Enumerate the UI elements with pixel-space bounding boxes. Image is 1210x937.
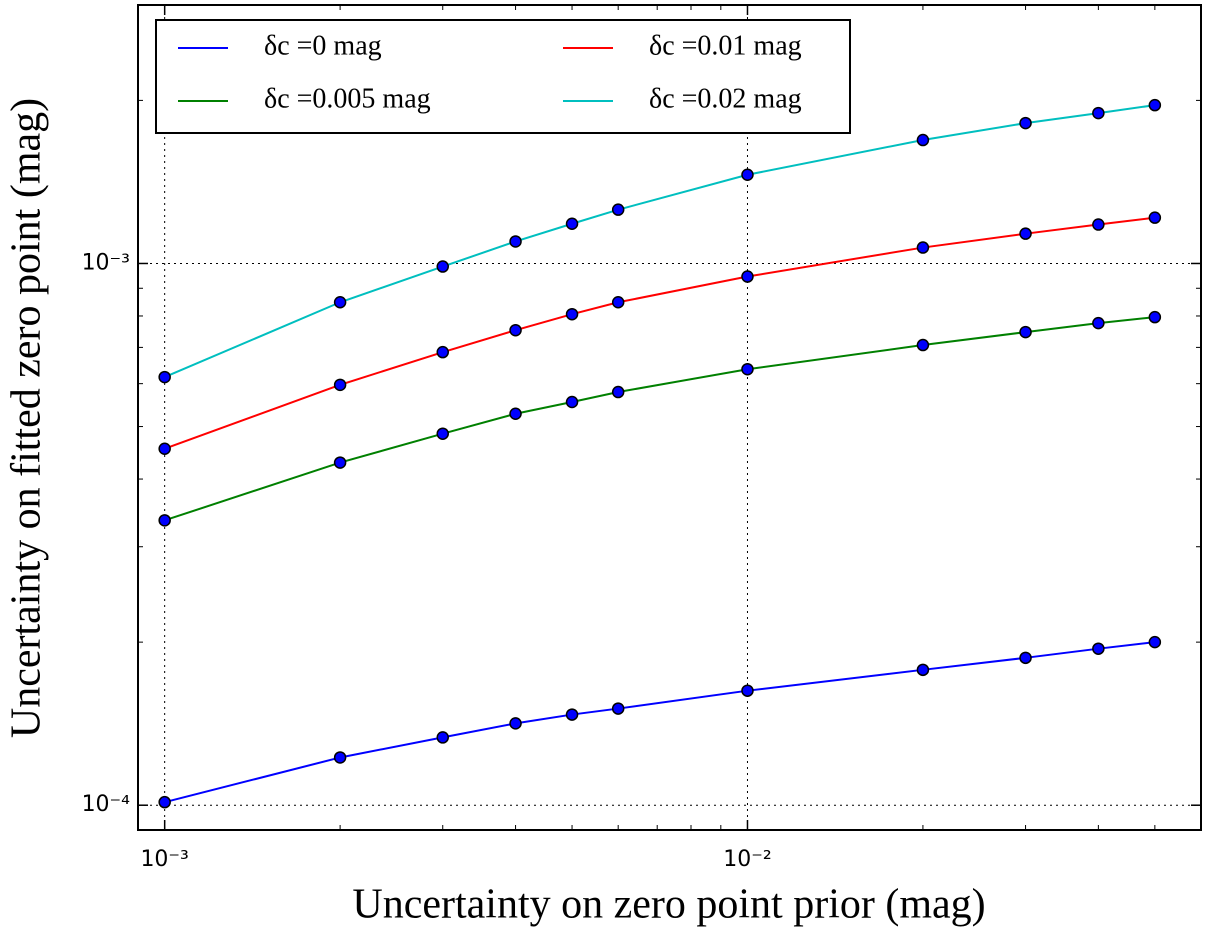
data-point	[741, 270, 754, 283]
data-point	[565, 307, 579, 321]
data-point	[916, 133, 930, 147]
data-point	[1148, 310, 1162, 324]
plot-frame	[137, 4, 1202, 831]
legend-box	[155, 19, 851, 134]
data-point	[1092, 218, 1105, 231]
data-point	[741, 684, 754, 697]
data-point	[1019, 651, 1032, 665]
x-axis-label: Uncertainty on zero point prior (mag)	[352, 882, 985, 928]
legend-label: δc =0.005 mag	[264, 83, 431, 114]
data-point	[741, 362, 754, 376]
legend: δc =0 mag δc =0.005 mag δc =0.01 mag δc =0.…	[155, 19, 851, 134]
data-point	[611, 203, 625, 216]
data-point	[333, 751, 347, 764]
legend-label: δc =0 mag	[264, 30, 382, 61]
data-point	[158, 370, 171, 384]
data-point	[916, 663, 930, 677]
series-line	[164, 104, 1155, 379]
data-point	[436, 345, 449, 359]
data-point	[158, 442, 171, 455]
data-point	[1148, 635, 1162, 649]
data-point	[565, 708, 579, 721]
y-axis-label: Uncertainty on fitted zero point (mag)	[4, 98, 50, 738]
x-tick-label: 10⁻³	[140, 847, 188, 872]
series-line	[164, 216, 1155, 450]
legend-label: δc =0.02 mag	[649, 83, 802, 114]
data-point	[436, 427, 449, 440]
data-point	[509, 717, 522, 730]
data-point	[1019, 227, 1032, 240]
data-point	[436, 260, 449, 273]
data-point	[333, 296, 347, 309]
data-point	[158, 514, 171, 527]
data-point	[1019, 116, 1032, 130]
data-point	[916, 338, 930, 352]
legend-label: δc =0.01 mag	[649, 30, 802, 61]
data-point	[436, 731, 449, 744]
data-point	[1019, 325, 1032, 339]
data-point	[333, 456, 347, 469]
data-point	[1092, 642, 1105, 655]
data-point	[1092, 106, 1105, 120]
data-point	[565, 395, 579, 409]
data-point	[611, 702, 625, 715]
x-tick-label: 10⁻²	[723, 847, 771, 872]
data-point	[1148, 211, 1162, 224]
data-point	[509, 235, 522, 248]
y-tick-label: 10⁻³	[82, 250, 130, 275]
data-point	[611, 296, 625, 309]
data-point	[158, 795, 171, 809]
data-point	[565, 217, 579, 230]
y-tick-label: 10⁻⁴	[82, 792, 131, 817]
series-line	[164, 641, 1155, 804]
data-point	[1092, 316, 1105, 330]
data-point	[509, 323, 522, 337]
data-point	[333, 378, 347, 392]
data-point	[916, 241, 930, 254]
series-line	[164, 316, 1155, 522]
data-point	[741, 168, 754, 182]
data-point	[509, 407, 522, 420]
data-point	[611, 385, 625, 399]
data-point	[1148, 98, 1162, 112]
